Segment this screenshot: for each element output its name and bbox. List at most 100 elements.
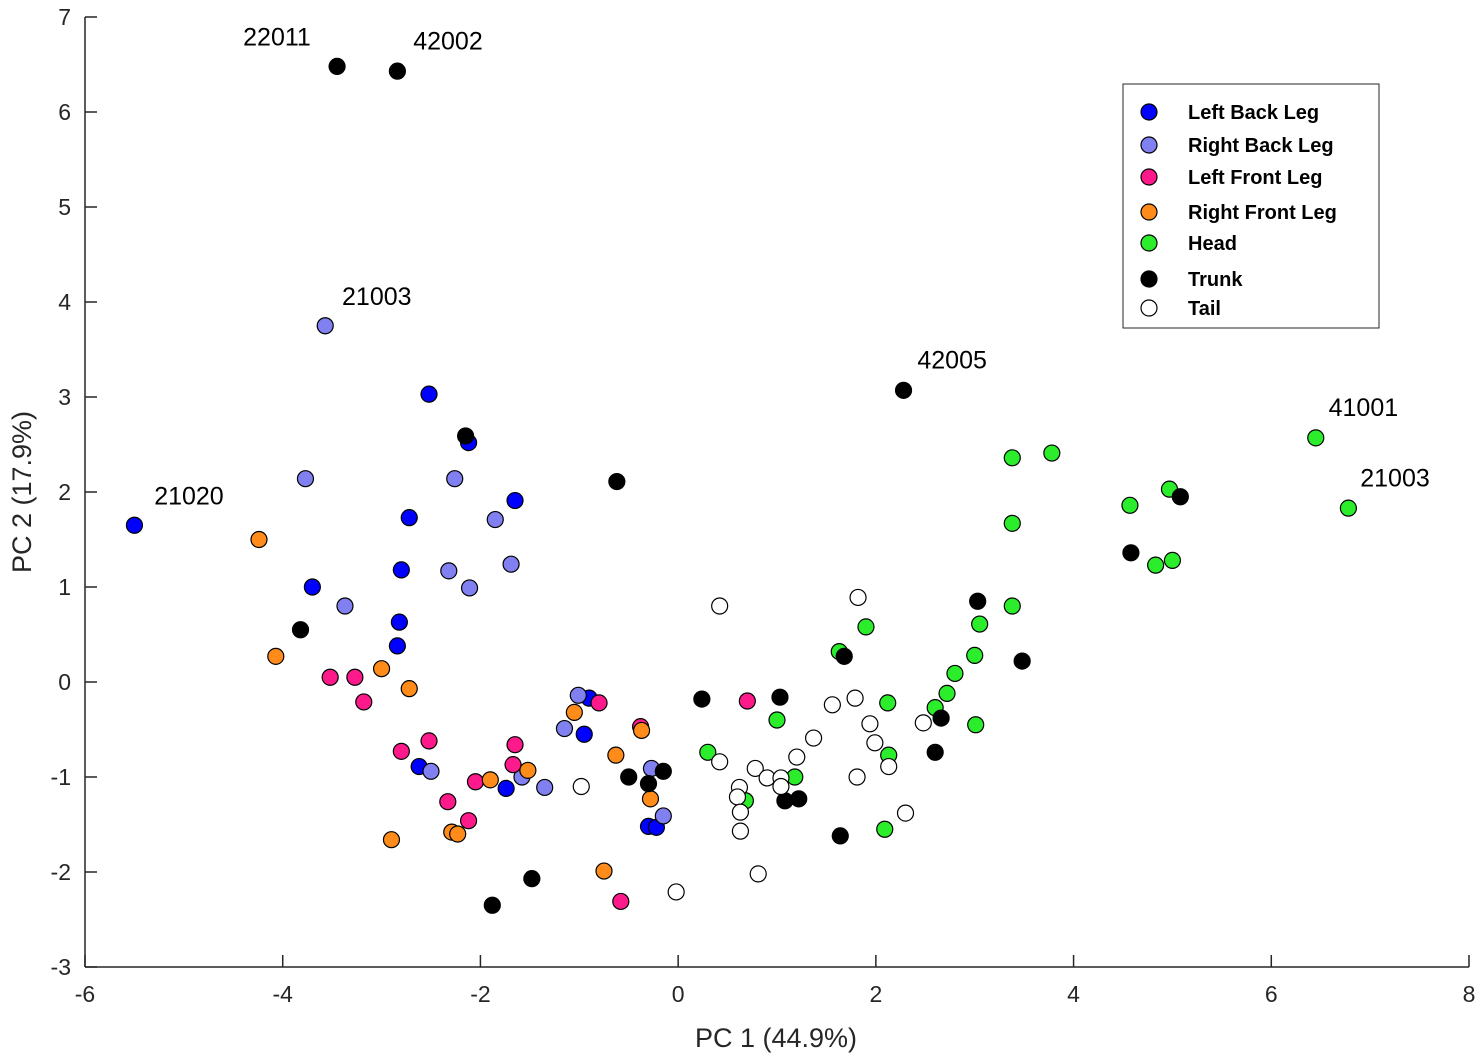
legend-label: Head xyxy=(1188,233,1237,255)
data-point xyxy=(788,748,806,766)
data-point xyxy=(502,555,520,573)
data-point xyxy=(971,615,989,633)
data-point xyxy=(506,491,524,510)
x-tick-label: 8 xyxy=(1463,981,1476,1007)
x-tick-label: -6 xyxy=(75,981,95,1007)
data-point xyxy=(654,807,672,825)
y-tick-label: 2 xyxy=(58,479,71,505)
legend-marker xyxy=(1140,299,1158,317)
y-tick-label: 1 xyxy=(58,574,71,600)
data-point xyxy=(932,709,950,727)
data-point xyxy=(969,592,987,610)
data-point xyxy=(1122,544,1140,562)
point-annotations: 22011 42002 21003 42005 21020 41001 21003 xyxy=(154,24,1430,511)
data-point xyxy=(267,647,285,665)
legend-marker xyxy=(1140,103,1158,121)
data-point xyxy=(372,660,391,678)
x-tick-label: 6 xyxy=(1265,981,1278,1007)
data-point xyxy=(857,618,875,636)
point-annotation: 42002 xyxy=(413,27,483,55)
data-point xyxy=(466,773,485,791)
data-point xyxy=(667,883,685,901)
point-annotation: 21003 xyxy=(342,283,412,311)
series-tail xyxy=(572,588,932,901)
data-point xyxy=(400,680,418,698)
data-point xyxy=(772,777,790,796)
data-point xyxy=(328,57,346,76)
data-point xyxy=(711,597,729,615)
data-point xyxy=(1003,597,1021,615)
data-point xyxy=(1307,429,1325,447)
y-tick-label: 3 xyxy=(58,384,71,410)
y-tick-label: -3 xyxy=(51,954,71,980)
data-point xyxy=(1171,488,1189,506)
data-point xyxy=(439,793,457,811)
data-point xyxy=(303,578,321,596)
data-point xyxy=(926,743,944,761)
data-point xyxy=(481,771,499,789)
series-trunk xyxy=(291,57,1189,914)
data-point xyxy=(768,711,786,729)
series-left-back-leg xyxy=(125,385,665,836)
y-tick-label: 6 xyxy=(58,99,71,125)
y-tick-label: -2 xyxy=(51,859,71,885)
data-point xyxy=(506,736,524,754)
data-point xyxy=(731,822,750,840)
y-axis-label: PC 2 (17.9%) xyxy=(7,411,37,573)
data-point xyxy=(420,385,438,403)
legend-marker xyxy=(1140,234,1158,252)
y-tick-label: 0 xyxy=(58,669,71,695)
data-point xyxy=(449,825,467,843)
data-point xyxy=(336,597,354,615)
x-tick-label: 4 xyxy=(1067,981,1080,1007)
data-point xyxy=(460,579,479,597)
data-point xyxy=(390,613,408,631)
legend-marker xyxy=(1140,136,1158,154)
series-right-front-leg xyxy=(250,530,660,880)
data-point xyxy=(1339,499,1357,517)
data-point xyxy=(250,530,268,549)
legend-label: Right Back Leg xyxy=(1188,135,1334,157)
data-point xyxy=(1013,652,1031,670)
data-point xyxy=(595,862,613,880)
data-point xyxy=(1121,496,1139,514)
data-point xyxy=(504,756,522,774)
data-point xyxy=(790,790,808,808)
data-point xyxy=(1003,449,1021,467)
data-point xyxy=(608,472,626,491)
data-point xyxy=(846,689,864,707)
data-point xyxy=(536,778,554,797)
data-point xyxy=(1043,444,1061,462)
x-tick-label: -2 xyxy=(470,981,490,1007)
data-point xyxy=(938,684,956,703)
data-point xyxy=(565,703,583,722)
point-annotation: 22011 xyxy=(243,24,311,52)
data-point xyxy=(1003,514,1021,532)
data-point xyxy=(355,693,373,711)
data-point xyxy=(483,896,501,914)
x-tick-label: -4 xyxy=(272,981,293,1007)
data-point xyxy=(966,646,984,665)
data-point xyxy=(321,668,339,686)
legend-marker xyxy=(1140,168,1158,186)
data-point xyxy=(879,694,897,712)
point-annotation: 21020 xyxy=(154,482,224,510)
legend-label: Trunk xyxy=(1188,269,1243,291)
data-point xyxy=(876,820,894,838)
data-point xyxy=(946,664,964,683)
data-point xyxy=(654,762,672,780)
data-point xyxy=(519,761,537,779)
legend-label: Left Back Leg xyxy=(1188,102,1319,124)
data-point xyxy=(848,768,866,786)
point-annotation: 42005 xyxy=(917,347,987,375)
data-point xyxy=(392,561,410,579)
data-point xyxy=(738,692,756,710)
data-point xyxy=(896,804,915,822)
data-point xyxy=(1147,556,1165,574)
data-point xyxy=(459,812,478,830)
legend-marker xyxy=(1140,203,1158,221)
data-point xyxy=(804,729,823,747)
data-point xyxy=(620,768,638,786)
data-point xyxy=(632,721,651,740)
